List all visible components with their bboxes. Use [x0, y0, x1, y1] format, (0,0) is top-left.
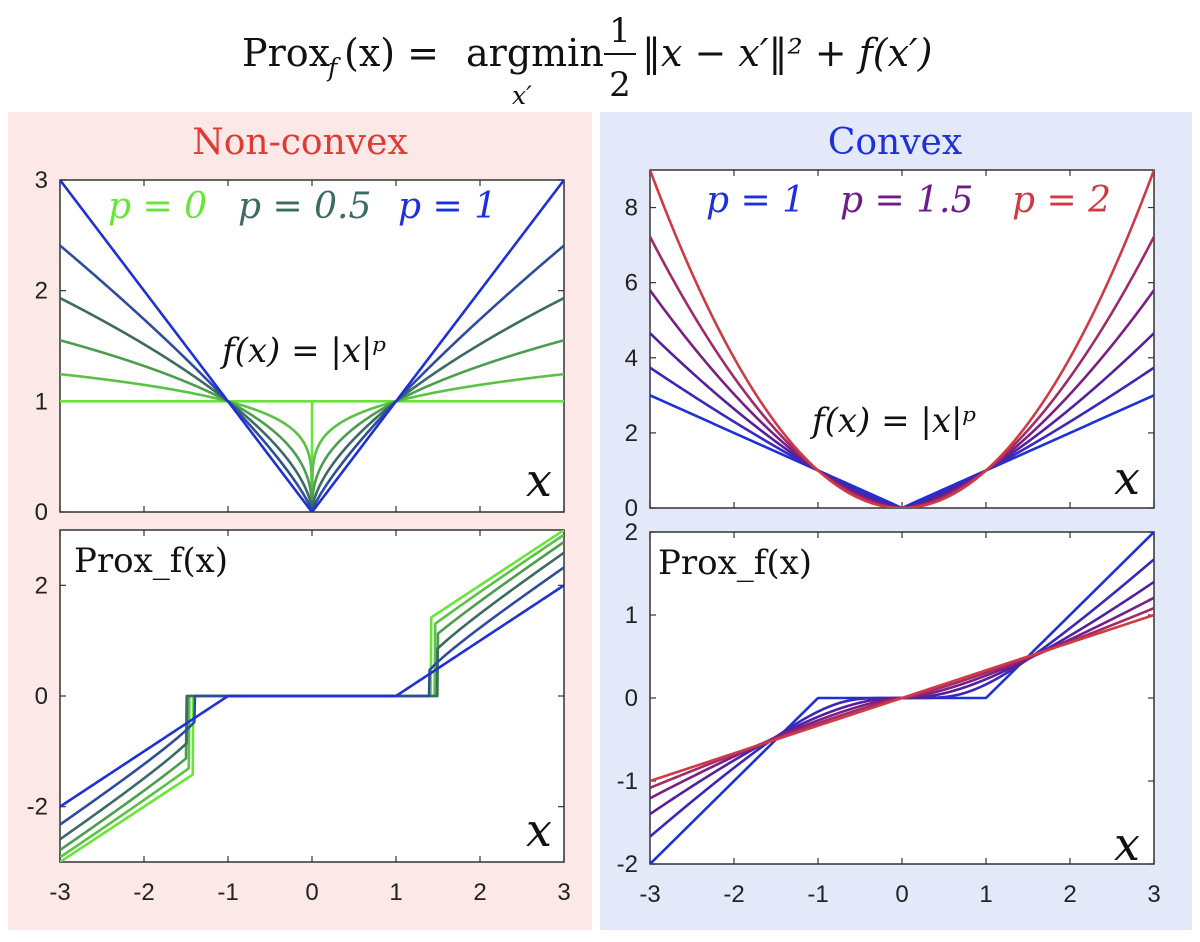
y-tick-label: 0 — [35, 683, 48, 710]
y-tick-label: 2 — [625, 519, 638, 546]
nonconvex-prox-plot: -2 0 2 -3 -2 -1 0 1 2 3 — [27, 529, 571, 906]
formula-lhs-subscript: f — [326, 53, 341, 82]
formula-fraction-denominator: 2 — [609, 65, 631, 105]
formula-lhs: Prox — [242, 31, 330, 75]
series-line-p-1 — [650, 394, 1154, 508]
plot-frame — [649, 169, 1155, 509]
convex-top-xlabel: x — [1114, 451, 1140, 505]
series-line-p-1-6 — [650, 289, 1154, 508]
series-line-p-1-8 — [650, 236, 1154, 508]
x-tick-label: 2 — [473, 879, 486, 906]
x-tick-label: 3 — [557, 879, 570, 906]
x-tick-label: 1 — [979, 881, 992, 908]
legend-entry-p0: p = 0 — [108, 186, 207, 227]
convex-function-plot: 0 2 4 6 8 — [625, 169, 1155, 522]
nonconvex-legend: p = 0 p = 0.5 p = 1 — [108, 186, 497, 227]
x-tick-label: -1 — [807, 881, 828, 908]
y-tick-label: -2 — [617, 851, 638, 878]
series-line-p-0-2 — [60, 372, 564, 512]
formula-argmin-subscript: x′ — [512, 81, 532, 110]
legend-entry-p1: p = 1 — [398, 186, 497, 227]
series-line-p-2 — [650, 170, 1154, 508]
nonconvex-function-annotation: f(x) = |x|ᵖ — [219, 331, 386, 371]
y-tick-label: 2 — [625, 420, 638, 447]
convex-title: Convex — [828, 122, 962, 163]
x-tick-label: 0 — [895, 881, 908, 908]
prox-formula: Prox f (x) = argmin x′ 1 2 ‖x − x′‖² + f… — [242, 11, 933, 110]
y-tick-label: 2 — [35, 572, 48, 599]
y-tick-label: 0 — [625, 685, 638, 712]
nonconvex-bottom-xlabel: x — [526, 803, 552, 857]
convex-function-annotation: f(x) = |x|ᵖ — [809, 401, 976, 441]
y-tick-label: 1 — [35, 388, 48, 415]
formula-rest: ‖x − x′‖² + f(x′) — [642, 31, 933, 75]
legend-entry-p1-5: p = 1.5 — [840, 180, 973, 221]
y-tick-label: 2 — [35, 278, 48, 305]
series-line-p-0-4 — [60, 339, 564, 512]
series-line-p-2 — [650, 613, 1154, 783]
y-tick-label: 4 — [625, 345, 638, 372]
legend-entry-p0-5: p = 0.5 — [238, 186, 371, 227]
y-tick-label: 1 — [625, 602, 638, 629]
y-tick-label: -1 — [617, 768, 638, 795]
y-tick-label: 6 — [625, 270, 638, 297]
nonconvex-prox-annotation: Prox_f(x) — [74, 541, 228, 581]
x-tick-label: -1 — [217, 879, 238, 906]
y-tick-label: 8 — [625, 195, 638, 222]
series-line-p-1 — [60, 584, 564, 808]
y-tick-label: 3 — [35, 167, 48, 194]
x-tick-label: -2 — [723, 881, 744, 908]
x-tick-label: -3 — [639, 881, 660, 908]
x-tick-label: -2 — [133, 879, 154, 906]
y-tick-label: 0 — [625, 495, 638, 522]
x-tick-label: 2 — [1063, 881, 1076, 908]
formula-fraction-numerator: 1 — [609, 11, 631, 51]
series-line-p-1-2 — [650, 366, 1154, 508]
convex-legend: p = 1 p = 1.5 p = 2 — [706, 180, 1111, 221]
convex-bottom-xlabel: x — [1114, 817, 1140, 871]
convex-prox-annotation: Prox_f(x) — [658, 543, 812, 583]
x-tick-label: 3 — [1147, 881, 1160, 908]
legend-entry-p1: p = 1 — [706, 180, 805, 221]
series-line-p-1-4 — [650, 332, 1154, 508]
series-line-p-1 — [60, 180, 564, 512]
nonconvex-function-plot: 0 1 2 3 — [35, 167, 565, 526]
formula-lhs-argument: (x) = — [344, 31, 439, 75]
series-line-p-0-8 — [60, 244, 564, 512]
x-tick-label: -3 — [49, 879, 70, 906]
y-tick-label: -2 — [27, 794, 48, 821]
y-tick-label: 0 — [35, 499, 48, 526]
formula-argmin: argmin — [466, 31, 604, 75]
x-tick-label: 1 — [389, 879, 402, 906]
x-tick-label: 0 — [305, 879, 318, 906]
legend-entry-p2: p = 2 — [1012, 180, 1111, 221]
nonconvex-top-xlabel: x — [526, 453, 552, 507]
nonconvex-title: Non-convex — [192, 122, 408, 163]
series-line-p-0-6 — [60, 296, 564, 512]
